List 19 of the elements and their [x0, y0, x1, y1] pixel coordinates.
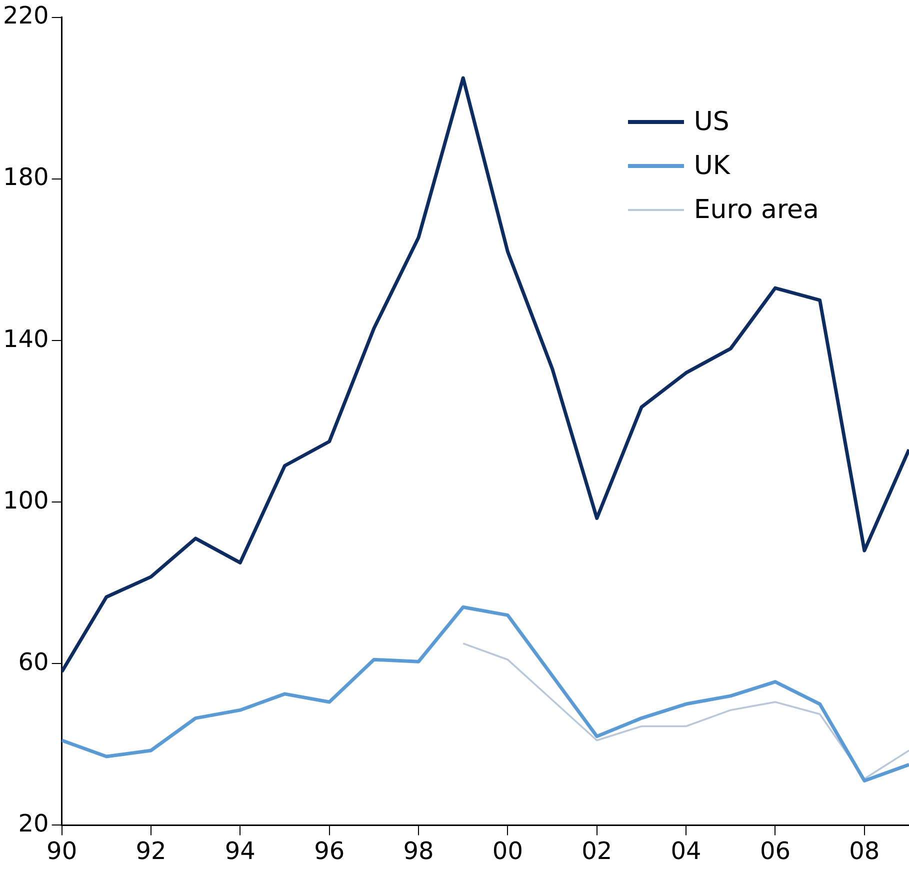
x-tick-label: 04 — [670, 836, 702, 865]
x-tick-label: 08 — [849, 836, 880, 865]
y-tick-label: 180 — [2, 163, 49, 192]
legend-label: UK — [694, 151, 730, 181]
x-tick-label: 02 — [582, 836, 612, 865]
y-tick-label: 100 — [2, 486, 49, 514]
y-tick-label: 220 — [2, 2, 49, 30]
x-tick-label: 96 — [314, 836, 345, 865]
legend-label: US — [694, 107, 730, 137]
y-tick-label: 60 — [18, 648, 49, 676]
x-tick-label: 06 — [760, 836, 791, 865]
y-tick-label: 140 — [2, 324, 49, 353]
y-tick-label: 20 — [18, 809, 49, 838]
legend-label: Euro area — [694, 195, 819, 225]
x-tick-label: 90 — [46, 836, 78, 865]
x-tick-label: 92 — [136, 836, 166, 865]
x-tick-label: 98 — [403, 836, 434, 865]
x-tick-label: 00 — [492, 836, 523, 865]
x-tick-label: 94 — [224, 836, 256, 865]
